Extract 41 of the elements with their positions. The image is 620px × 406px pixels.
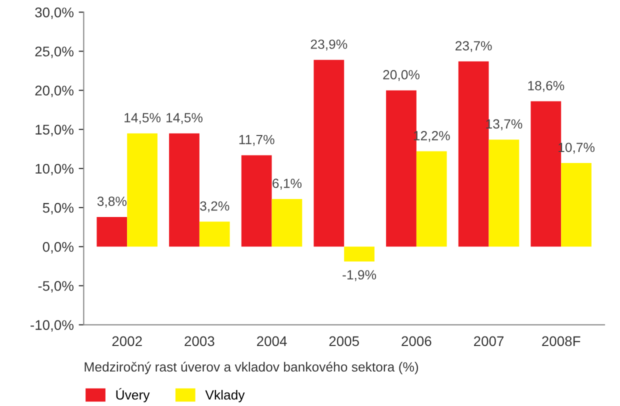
legend-label: Úvery bbox=[116, 388, 150, 402]
x-tick-label: 2003 bbox=[184, 336, 214, 346]
bar bbox=[96, 216, 128, 247]
y-tick-label: -5,0% bbox=[38, 281, 74, 293]
x-tick-label: 2005 bbox=[329, 336, 359, 346]
bar bbox=[488, 140, 520, 247]
data-label: 3,8% bbox=[97, 196, 126, 208]
x-tick-label: 2007 bbox=[474, 336, 504, 346]
bar bbox=[561, 163, 592, 247]
y-tick-label: -10,0% bbox=[30, 320, 74, 332]
bar bbox=[241, 155, 272, 247]
bar bbox=[314, 60, 344, 247]
data-label: 23,9% bbox=[310, 40, 348, 50]
data-label: 18,6% bbox=[528, 80, 564, 92]
bar bbox=[272, 198, 302, 247]
legend-label: Vklady bbox=[205, 390, 245, 402]
bar bbox=[199, 222, 230, 247]
x-tick-label: 2008F bbox=[542, 336, 580, 346]
data-label: -1,9% bbox=[342, 270, 376, 282]
x-tick-label: 2006 bbox=[402, 336, 432, 346]
data-label: 3,2% bbox=[200, 201, 230, 212]
y-tick-label: 30,0% bbox=[35, 8, 74, 19]
bar bbox=[416, 151, 447, 247]
y-tick-label: 0,0% bbox=[42, 242, 74, 254]
y-tick-label: 5,0% bbox=[42, 202, 74, 214]
text: Medziročný rast úverov a vkladov bankového sektora (%) bbox=[84, 362, 418, 374]
y-tick-label: 25,0% bbox=[35, 46, 74, 58]
y-tick-label: 20,0% bbox=[35, 86, 74, 98]
bar bbox=[127, 133, 158, 247]
data-label: 11,7% bbox=[239, 134, 274, 146]
y-tick-label: 15,0% bbox=[36, 124, 74, 136]
data-label: 14,5% bbox=[166, 113, 202, 124]
bar bbox=[344, 246, 374, 262]
x-tick-label: 2004 bbox=[257, 336, 287, 346]
data-label: 14,5% bbox=[124, 113, 161, 124]
data-label: 6,1% bbox=[272, 178, 302, 190]
y-tick-label: 10,0% bbox=[36, 164, 74, 176]
data-label: 20,0% bbox=[383, 70, 420, 81]
data-label: 23,7% bbox=[456, 41, 492, 52]
x-tick-label: 2002 bbox=[112, 336, 142, 346]
bar bbox=[169, 133, 200, 247]
